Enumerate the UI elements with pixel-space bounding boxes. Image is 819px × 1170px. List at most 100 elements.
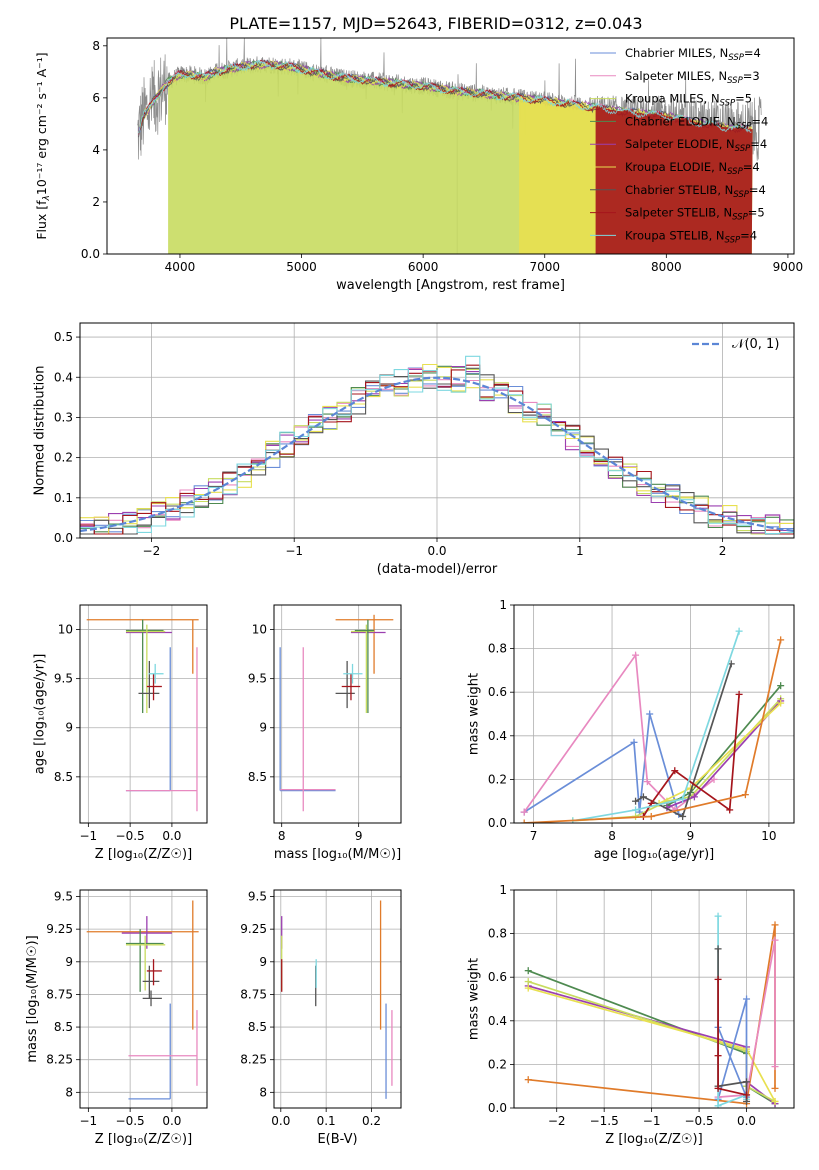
x-tick-label: −1.5 — [590, 1114, 619, 1128]
y-axis-label: mass weight — [467, 958, 482, 1040]
y-tick-label: 0.0 — [81, 247, 100, 261]
series-line-chabrier-stelib — [635, 663, 733, 818]
panel-mass-vs-EBV: 0.0 0.1 0.2 8 8.25 8.5 8.75 9 9.25 9.5 E(B-V) — [240, 889, 402, 1147]
plot-area — [281, 900, 393, 1099]
errorbar-point — [341, 673, 361, 701]
legend-entry: Chabrier MILES, NSSP=4 — [625, 46, 761, 63]
y-tick-label: 10 — [58, 623, 73, 637]
x-axis-label: E(B-V) — [317, 1132, 357, 1147]
panel-weight-vs-age: 7 8 9 10 0.0 0.2 0.4 0.6 0.8 1 age [log₁₀(age/yr)]… — [467, 598, 795, 862]
x-axis-label: (data-model)/error — [377, 562, 498, 577]
x-tick-label: 9 — [687, 829, 695, 843]
errorbar-point — [146, 673, 162, 701]
plot-area — [524, 912, 779, 1108]
x-tick-label: 0.1 — [317, 1114, 336, 1128]
x-axis-label: wavelength [Angstrom, rest frame] — [336, 278, 565, 293]
y-tick-label: 8.75 — [46, 987, 73, 1001]
y-tick-label: 0.4 — [488, 729, 507, 743]
x-tick-label: 9 — [355, 829, 363, 843]
y-tick-label: 9 — [65, 721, 73, 735]
series-line-chabrier-miles — [717, 998, 748, 1100]
x-tick-label: −2 — [548, 1114, 566, 1128]
x-tick-label: 6000 — [408, 260, 439, 274]
y-tick-label: 0.5 — [54, 330, 73, 344]
y-tick-label: 8.5 — [248, 770, 267, 784]
series-line-salpeter-stelib — [717, 979, 747, 1096]
legend-entry: Kroupa STELIB, NSSP=4 — [625, 228, 757, 245]
panel-age-vs-Z: −1 −0.5 0.0 8.5 9 9.5 10 Z [log₁₀(Z/Z☉)] age [lo… — [33, 604, 208, 862]
x-tick-label: 0.0 — [162, 829, 181, 843]
x-tick-label: 9000 — [773, 260, 804, 274]
y-tick-label: 0.1 — [54, 491, 73, 505]
series-line-kroupa-stelib — [572, 630, 740, 822]
y-tick-label: 1 — [499, 598, 507, 612]
y-tick-label: 9.5 — [54, 890, 73, 904]
histogram-kroupa-stelib — [80, 355, 794, 535]
x-tick-label: 4000 — [165, 260, 196, 274]
panel-age-vs-mass: 8 9 8.5 9 9.5 10 mass [log₁₀(M/M☉)] — [248, 604, 402, 862]
y-tick-label: 9 — [65, 955, 73, 969]
x-tick-label: −1 — [80, 1114, 98, 1128]
y-tick-label: 8 — [92, 39, 100, 53]
errorbar-point — [350, 624, 375, 714]
axes-frame — [79, 889, 208, 1109]
panel-mass-vs-Z: −1 −0.5 0.0 8 8.25 8.5 8.75 9 9.25 9.5 Z [log₁₀(Z/… — [25, 889, 208, 1147]
y-axis-label: Flux [fλ10⁻¹⁷ erg cm⁻² s⁻¹ A⁻¹] — [34, 52, 52, 239]
y-tick-label: 8.25 — [46, 1053, 73, 1067]
y-tick-label: 8.25 — [240, 1053, 267, 1067]
legend-entry: Salpeter ELODIE, NSSP=4 — [625, 137, 767, 154]
legend: Chabrier MILES, NSSP=4 Salpeter MILES, NS… — [590, 46, 768, 245]
y-tick-label: 0.4 — [54, 370, 73, 384]
axes-frame — [273, 604, 402, 824]
series-line-chabrier-stelib — [717, 948, 748, 1102]
axes-frame — [79, 604, 208, 824]
x-tick-label: 0.0 — [271, 1114, 290, 1128]
y-tick-label: 8 — [259, 1085, 267, 1099]
x-tick-label: 0.0 — [427, 544, 446, 558]
x-axis-label: age [log₁₀(age/yr)] — [594, 847, 715, 862]
series-line-chabrier-miles — [523, 713, 680, 815]
panel-spectrum: 4000 5000 6000 7000 8000 9000 0.0 2 4 6 8 wavelengt… — [34, 37, 804, 293]
errorbar-point — [142, 990, 162, 1007]
y-tick-label: 0.0 — [54, 531, 73, 545]
x-tick-label: 2 — [719, 544, 727, 558]
x-tick-label: −0.5 — [685, 1114, 714, 1128]
plot-area — [279, 614, 394, 812]
x-tick-label: 8 — [608, 829, 616, 843]
plot-area — [86, 619, 199, 812]
y-tick-label: 0.2 — [488, 772, 507, 786]
y-axis-label: age [log₁₀(age/yr)] — [33, 654, 48, 775]
y-tick-label: 9.5 — [54, 672, 73, 686]
y-tick-label: 8.5 — [54, 770, 73, 784]
legend-entry: Salpeter STELIB, NSSP=5 — [625, 206, 765, 223]
legend-entry: 𝒩(0, 1) — [732, 337, 779, 352]
model-line-salpeter-stelib — [138, 59, 753, 254]
y-tick-label: 0.8 — [488, 927, 507, 941]
legend-entry: Chabrier STELIB, NSSP=4 — [625, 183, 766, 200]
legend-entry: Salpeter MILES, NSSP=3 — [625, 69, 760, 86]
x-tick-label: −2 — [143, 544, 161, 558]
legend-entry: Kroupa MILES, NSSP=5 — [625, 92, 752, 109]
errorbar-point — [343, 663, 363, 684]
plot-area — [80, 355, 794, 535]
plot-area — [86, 900, 199, 1100]
y-tick-label: 0.6 — [488, 970, 507, 984]
y-tick-label: 0.8 — [488, 642, 507, 656]
plot-area — [137, 38, 762, 254]
x-axis-label: Z [log₁₀(Z/Z☉)] — [95, 1132, 192, 1147]
y-axis-label: mass weight — [467, 673, 482, 755]
y-tick-label: 8 — [65, 1085, 73, 1099]
y-tick-label: 9.25 — [240, 922, 267, 936]
y-tick-label: 0.2 — [54, 451, 73, 465]
x-axis-label: Z [log₁₀(Z/Z☉)] — [95, 847, 192, 862]
y-tick-label: 9 — [259, 955, 267, 969]
x-tick-label: −1 — [285, 544, 303, 558]
y-tick-label: 0.6 — [488, 685, 507, 699]
errorbar-point — [354, 619, 375, 714]
y-tick-label: 2 — [92, 195, 100, 209]
y-tick-label: 8.5 — [54, 1020, 73, 1034]
errorbar-point — [146, 959, 162, 986]
y-tick-label: 9.5 — [248, 890, 267, 904]
y-tick-label: 10 — [252, 623, 267, 637]
